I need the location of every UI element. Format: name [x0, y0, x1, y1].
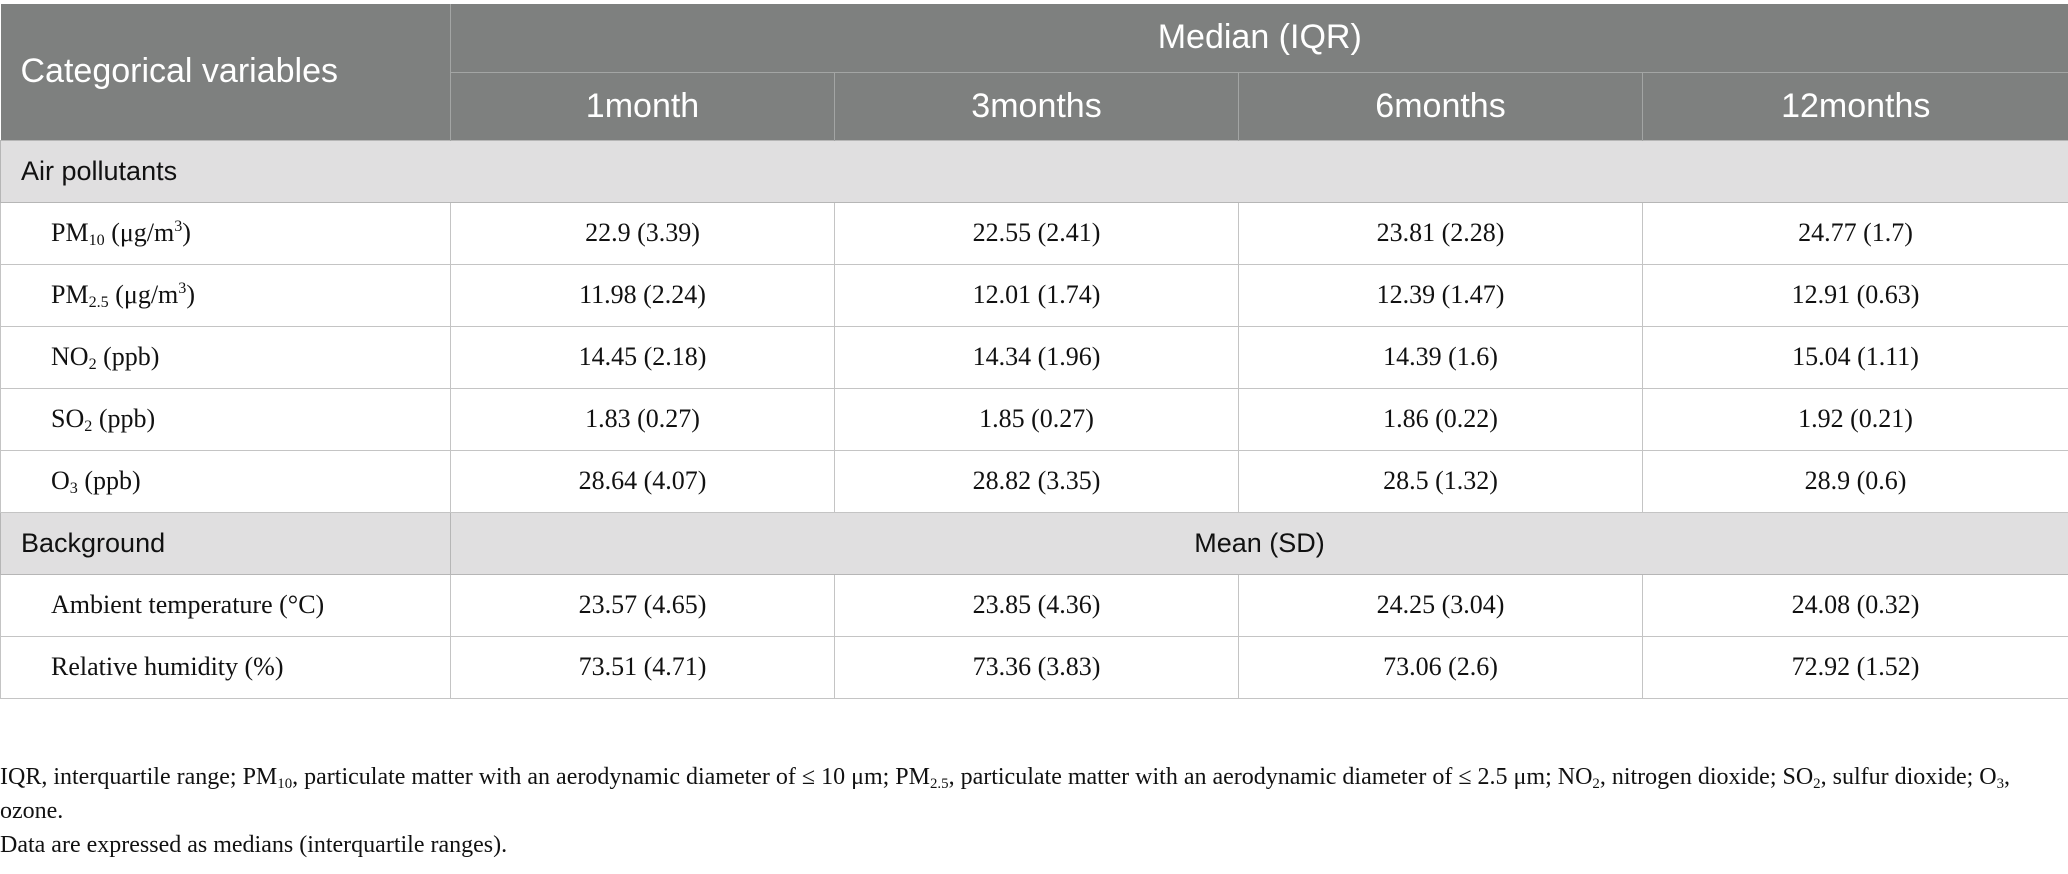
header-col-12months: 12months: [1642, 72, 2068, 140]
section-label: Background: [0, 511, 451, 575]
cell-value: 28.5 (1.32): [1238, 449, 1643, 513]
row-label: Relative humidity (%): [0, 635, 451, 699]
row-label: O3 (ppb): [0, 449, 451, 513]
cell-value: 15.04 (1.11): [1642, 325, 2068, 389]
data-table: Categorical variables Median (IQR) 1mont…: [0, 4, 2068, 699]
table-row-o3: O3 (ppb) 28.64 (4.07) 28.82 (3.35) 28.5 …: [0, 449, 2068, 513]
cell-value: 1.92 (0.21): [1642, 387, 2068, 451]
table-row-pm10: PM10 (μg/m3) 22.9 (3.39) 22.55 (2.41) 23…: [0, 201, 2068, 265]
section-row-air-pollutants: Air pollutants: [0, 139, 2068, 203]
cell-value: 28.9 (0.6): [1642, 449, 2068, 513]
cell-value: 22.9 (3.39): [450, 201, 835, 265]
cell-value: 24.08 (0.32): [1642, 573, 2068, 637]
cell-value: 14.34 (1.96): [834, 325, 1239, 389]
cell-value: 22.55 (2.41): [834, 201, 1239, 265]
cell-value: 23.81 (2.28): [1238, 201, 1643, 265]
cell-value: 14.45 (2.18): [450, 325, 835, 389]
cell-value: 1.85 (0.27): [834, 387, 1239, 451]
cell-value: 28.82 (3.35): [834, 449, 1239, 513]
cell-value: 23.57 (4.65): [450, 573, 835, 637]
cell-value: 1.83 (0.27): [450, 387, 835, 451]
section-span-label: Mean (SD): [450, 511, 2068, 575]
table-row-no2: NO2 (ppb) 14.45 (2.18) 14.34 (1.96) 14.3…: [0, 325, 2068, 389]
table-footnotes: IQR, interquartile range; PM10, particul…: [0, 760, 2060, 862]
cell-value: 12.39 (1.47): [1238, 263, 1643, 327]
row-label: PM10 (μg/m3): [0, 201, 451, 265]
header-col-6months: 6months: [1238, 72, 1643, 140]
cell-value: 11.98 (2.24): [450, 263, 835, 327]
cell-value: 1.86 (0.22): [1238, 387, 1643, 451]
cell-value: 14.39 (1.6): [1238, 325, 1643, 389]
header-col-1month: 1month: [450, 72, 835, 140]
header-categorical-variables: Categorical variables: [0, 4, 451, 140]
table-row-ambient-temperature: Ambient temperature (°C) 23.57 (4.65) 23…: [0, 573, 2068, 637]
cell-value: 73.51 (4.71): [450, 635, 835, 699]
row-label: Ambient temperature (°C): [0, 573, 451, 637]
header-col-3months: 3months: [834, 72, 1239, 140]
row-label: NO2 (ppb): [0, 325, 451, 389]
footnote-data-note: Data are expressed as medians (interquar…: [0, 832, 508, 858]
footnote-abbreviations: IQR, interquartile range; PM10, particul…: [0, 764, 2011, 824]
section-row-background: Background Mean (SD): [0, 511, 2068, 575]
cell-value: 73.36 (3.83): [834, 635, 1239, 699]
row-label: PM2.5 (μg/m3): [0, 263, 451, 327]
header-median-iqr: Median (IQR): [450, 4, 2068, 73]
cell-value: 24.77 (1.7): [1642, 201, 2068, 265]
cell-value: 23.85 (4.36): [834, 573, 1239, 637]
cell-value: 12.01 (1.74): [834, 263, 1239, 327]
table-row-pm25: PM2.5 (μg/m3) 11.98 (2.24) 12.01 (1.74) …: [0, 263, 2068, 327]
section-label: Air pollutants: [0, 139, 2068, 203]
cell-value: 12.91 (0.63): [1642, 263, 2068, 327]
cell-value: 72.92 (1.52): [1642, 635, 2068, 699]
cell-value: 24.25 (3.04): [1238, 573, 1643, 637]
cell-value: 73.06 (2.6): [1238, 635, 1643, 699]
cell-value: 28.64 (4.07): [450, 449, 835, 513]
table-row-relative-humidity: Relative humidity (%) 73.51 (4.71) 73.36…: [0, 635, 2068, 699]
row-label: SO2 (ppb): [0, 387, 451, 451]
table-row-so2: SO2 (ppb) 1.83 (0.27) 1.85 (0.27) 1.86 (…: [0, 387, 2068, 451]
